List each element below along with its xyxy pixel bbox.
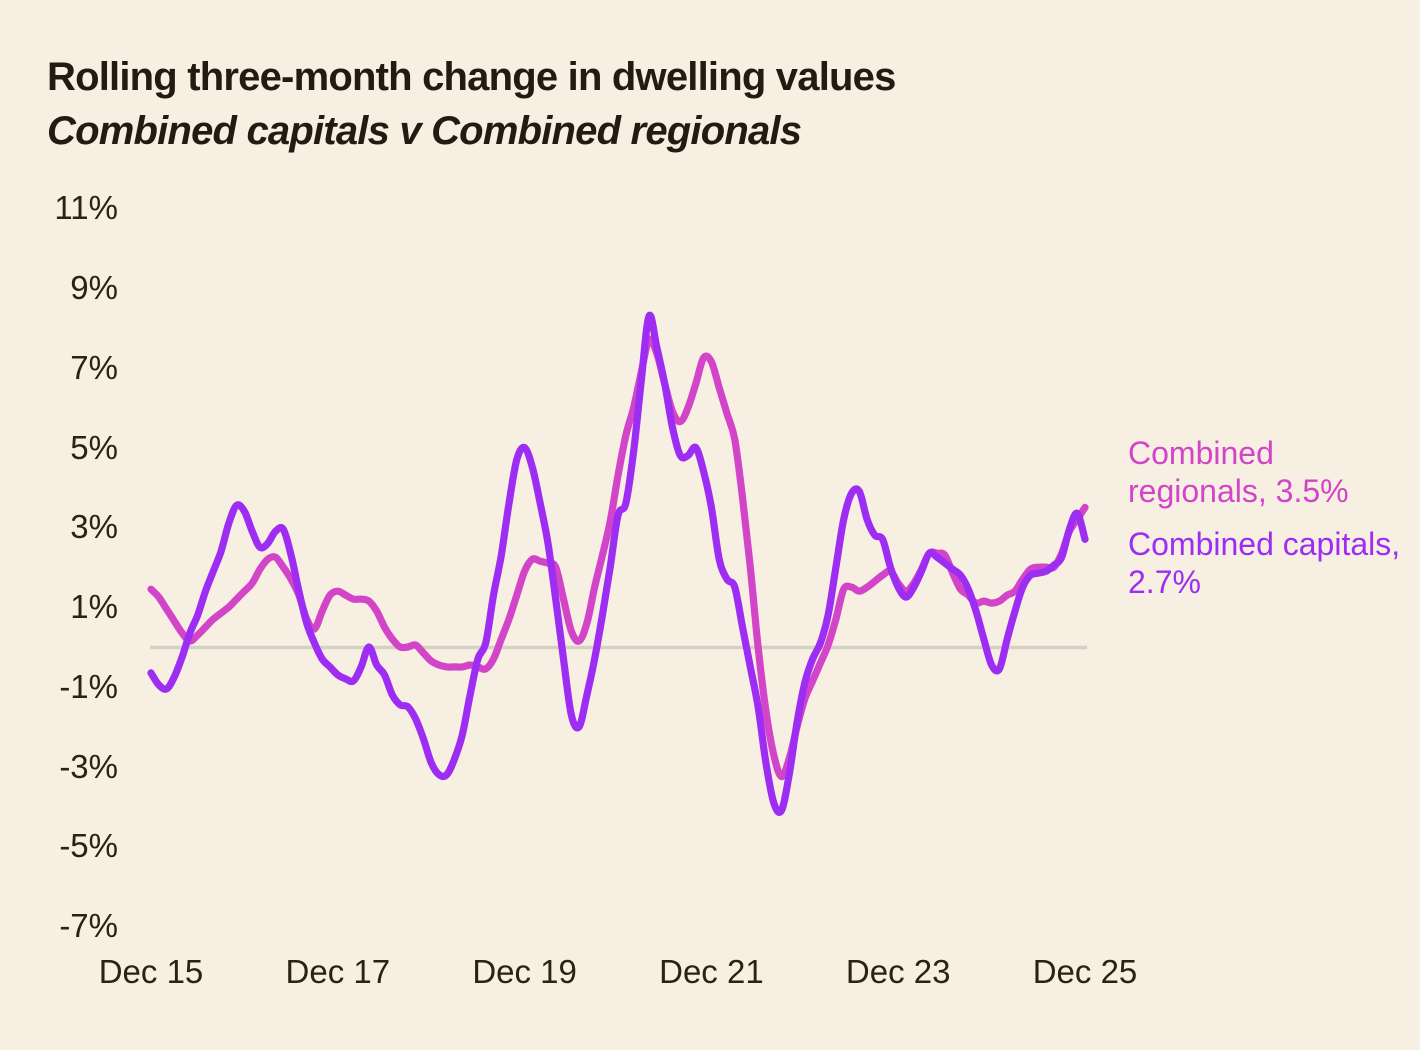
legend: Combined regionals, 3.5% Combined capita…: [1128, 434, 1408, 616]
y-tick-label: 5%: [70, 428, 118, 466]
title-block: Rolling three-month change in dwelling v…: [47, 50, 896, 158]
y-tick-label: -3%: [59, 747, 118, 785]
y-tick-label: -7%: [59, 907, 118, 945]
y-tick-label: 3%: [70, 508, 118, 546]
y-tick-label: -1%: [59, 667, 118, 705]
x-tick-label: Dec 25: [1032, 953, 1138, 990]
y-tick-label: 1%: [70, 588, 118, 626]
legend-capitals-label: Combined capitals, 2.7%: [1128, 526, 1401, 600]
x-tick-label: Dec 21: [659, 953, 764, 990]
y-tick-label: 9%: [70, 268, 118, 306]
chart-subtitle: Combined capitals v Combined regionals: [47, 109, 802, 153]
x-tick-label: Dec 17: [285, 953, 391, 990]
y-tick-label: 7%: [70, 348, 118, 386]
capitals-line: [147, 311, 1089, 816]
x-tick-label: Dec 19: [472, 953, 577, 990]
legend-regionals-label: Combined regionals, 3.5%: [1128, 435, 1349, 509]
x-tick-label: Dec 15: [98, 953, 204, 990]
x-tick-label: Dec 23: [845, 953, 951, 990]
chart-title: Rolling three-month change in dwelling v…: [47, 55, 896, 99]
y-tick-label: -5%: [59, 827, 118, 865]
y-tick-label: 11%: [54, 189, 118, 227]
